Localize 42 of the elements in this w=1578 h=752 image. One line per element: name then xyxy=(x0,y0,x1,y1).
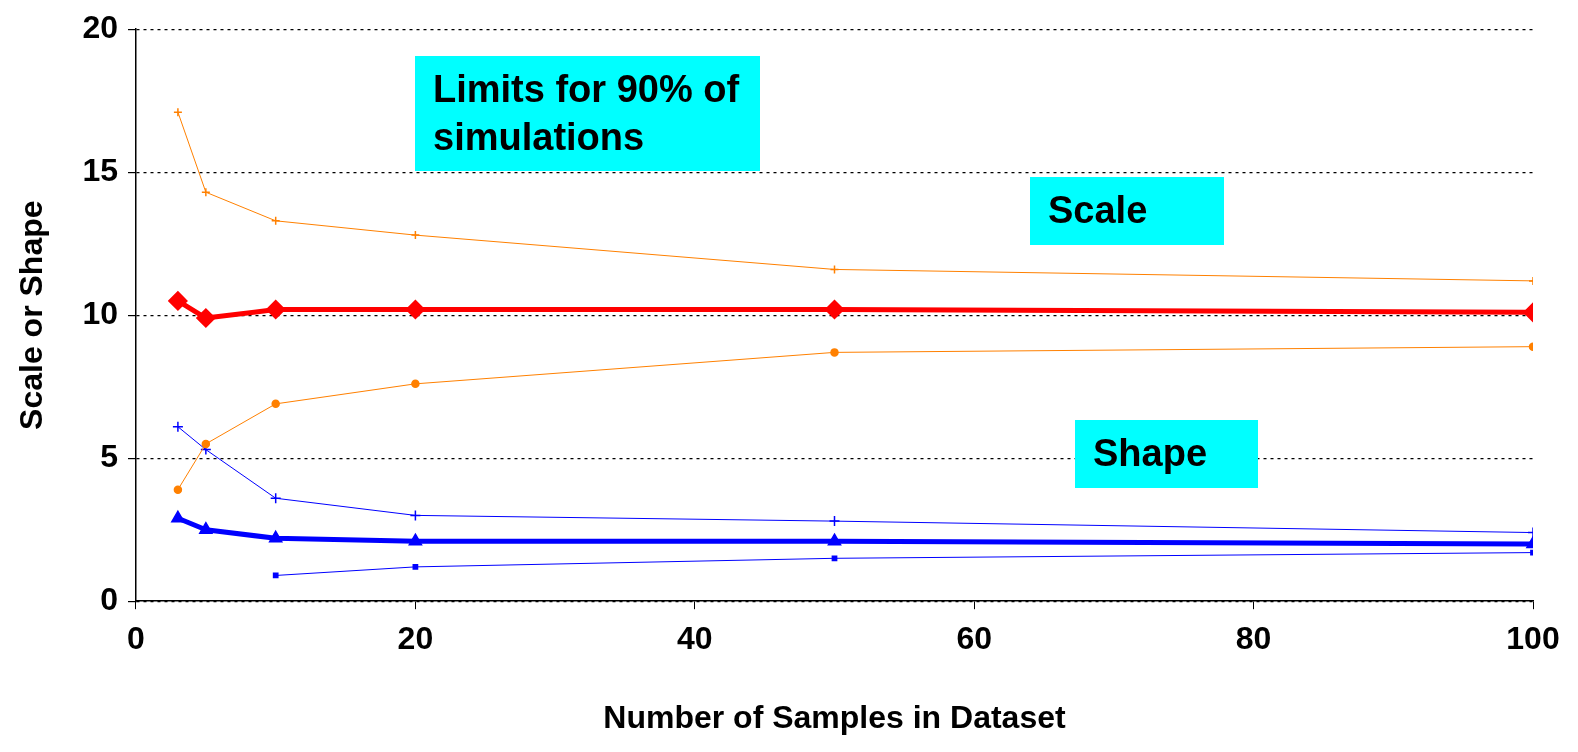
annotation: Limits for 90% of simulations xyxy=(415,56,760,171)
point xyxy=(411,379,420,389)
point xyxy=(271,399,280,409)
y-tick-label: 5 xyxy=(100,438,118,475)
point xyxy=(831,555,838,562)
x-tick-label: 100 xyxy=(1506,620,1560,657)
point xyxy=(173,107,183,117)
point xyxy=(168,291,188,311)
x-tick-label: 80 xyxy=(1235,620,1272,657)
point xyxy=(827,533,842,546)
x-tick-label: 40 xyxy=(677,620,713,657)
point xyxy=(172,420,184,433)
point xyxy=(268,530,283,543)
y-tick-label: 0 xyxy=(100,581,118,618)
point xyxy=(408,533,423,546)
point xyxy=(173,485,183,494)
point xyxy=(171,510,185,523)
x-tick-label: 20 xyxy=(397,620,434,657)
x-tick-label: 60 xyxy=(956,620,992,657)
point xyxy=(412,564,419,570)
point xyxy=(201,187,211,197)
x-tick-label: 0 xyxy=(127,620,145,657)
annotation: Shape xyxy=(1075,420,1258,488)
x-axis-title: Number of Samples in Dataset xyxy=(603,698,1067,735)
point xyxy=(265,299,286,320)
point xyxy=(272,572,279,579)
y-tick-label: 15 xyxy=(82,152,118,189)
point xyxy=(196,308,216,328)
point xyxy=(201,439,211,449)
y-tick-label: 20 xyxy=(82,9,118,46)
point xyxy=(270,216,281,226)
point xyxy=(410,230,421,240)
y-axis-title: Scale or Shape xyxy=(13,200,50,430)
point xyxy=(828,515,841,527)
annotation: Scale xyxy=(1030,177,1224,245)
point xyxy=(405,299,426,320)
point xyxy=(199,521,213,534)
point xyxy=(824,299,845,320)
point xyxy=(830,348,839,357)
y-tick-label: 10 xyxy=(82,295,118,332)
point xyxy=(409,509,422,522)
point xyxy=(269,492,282,504)
